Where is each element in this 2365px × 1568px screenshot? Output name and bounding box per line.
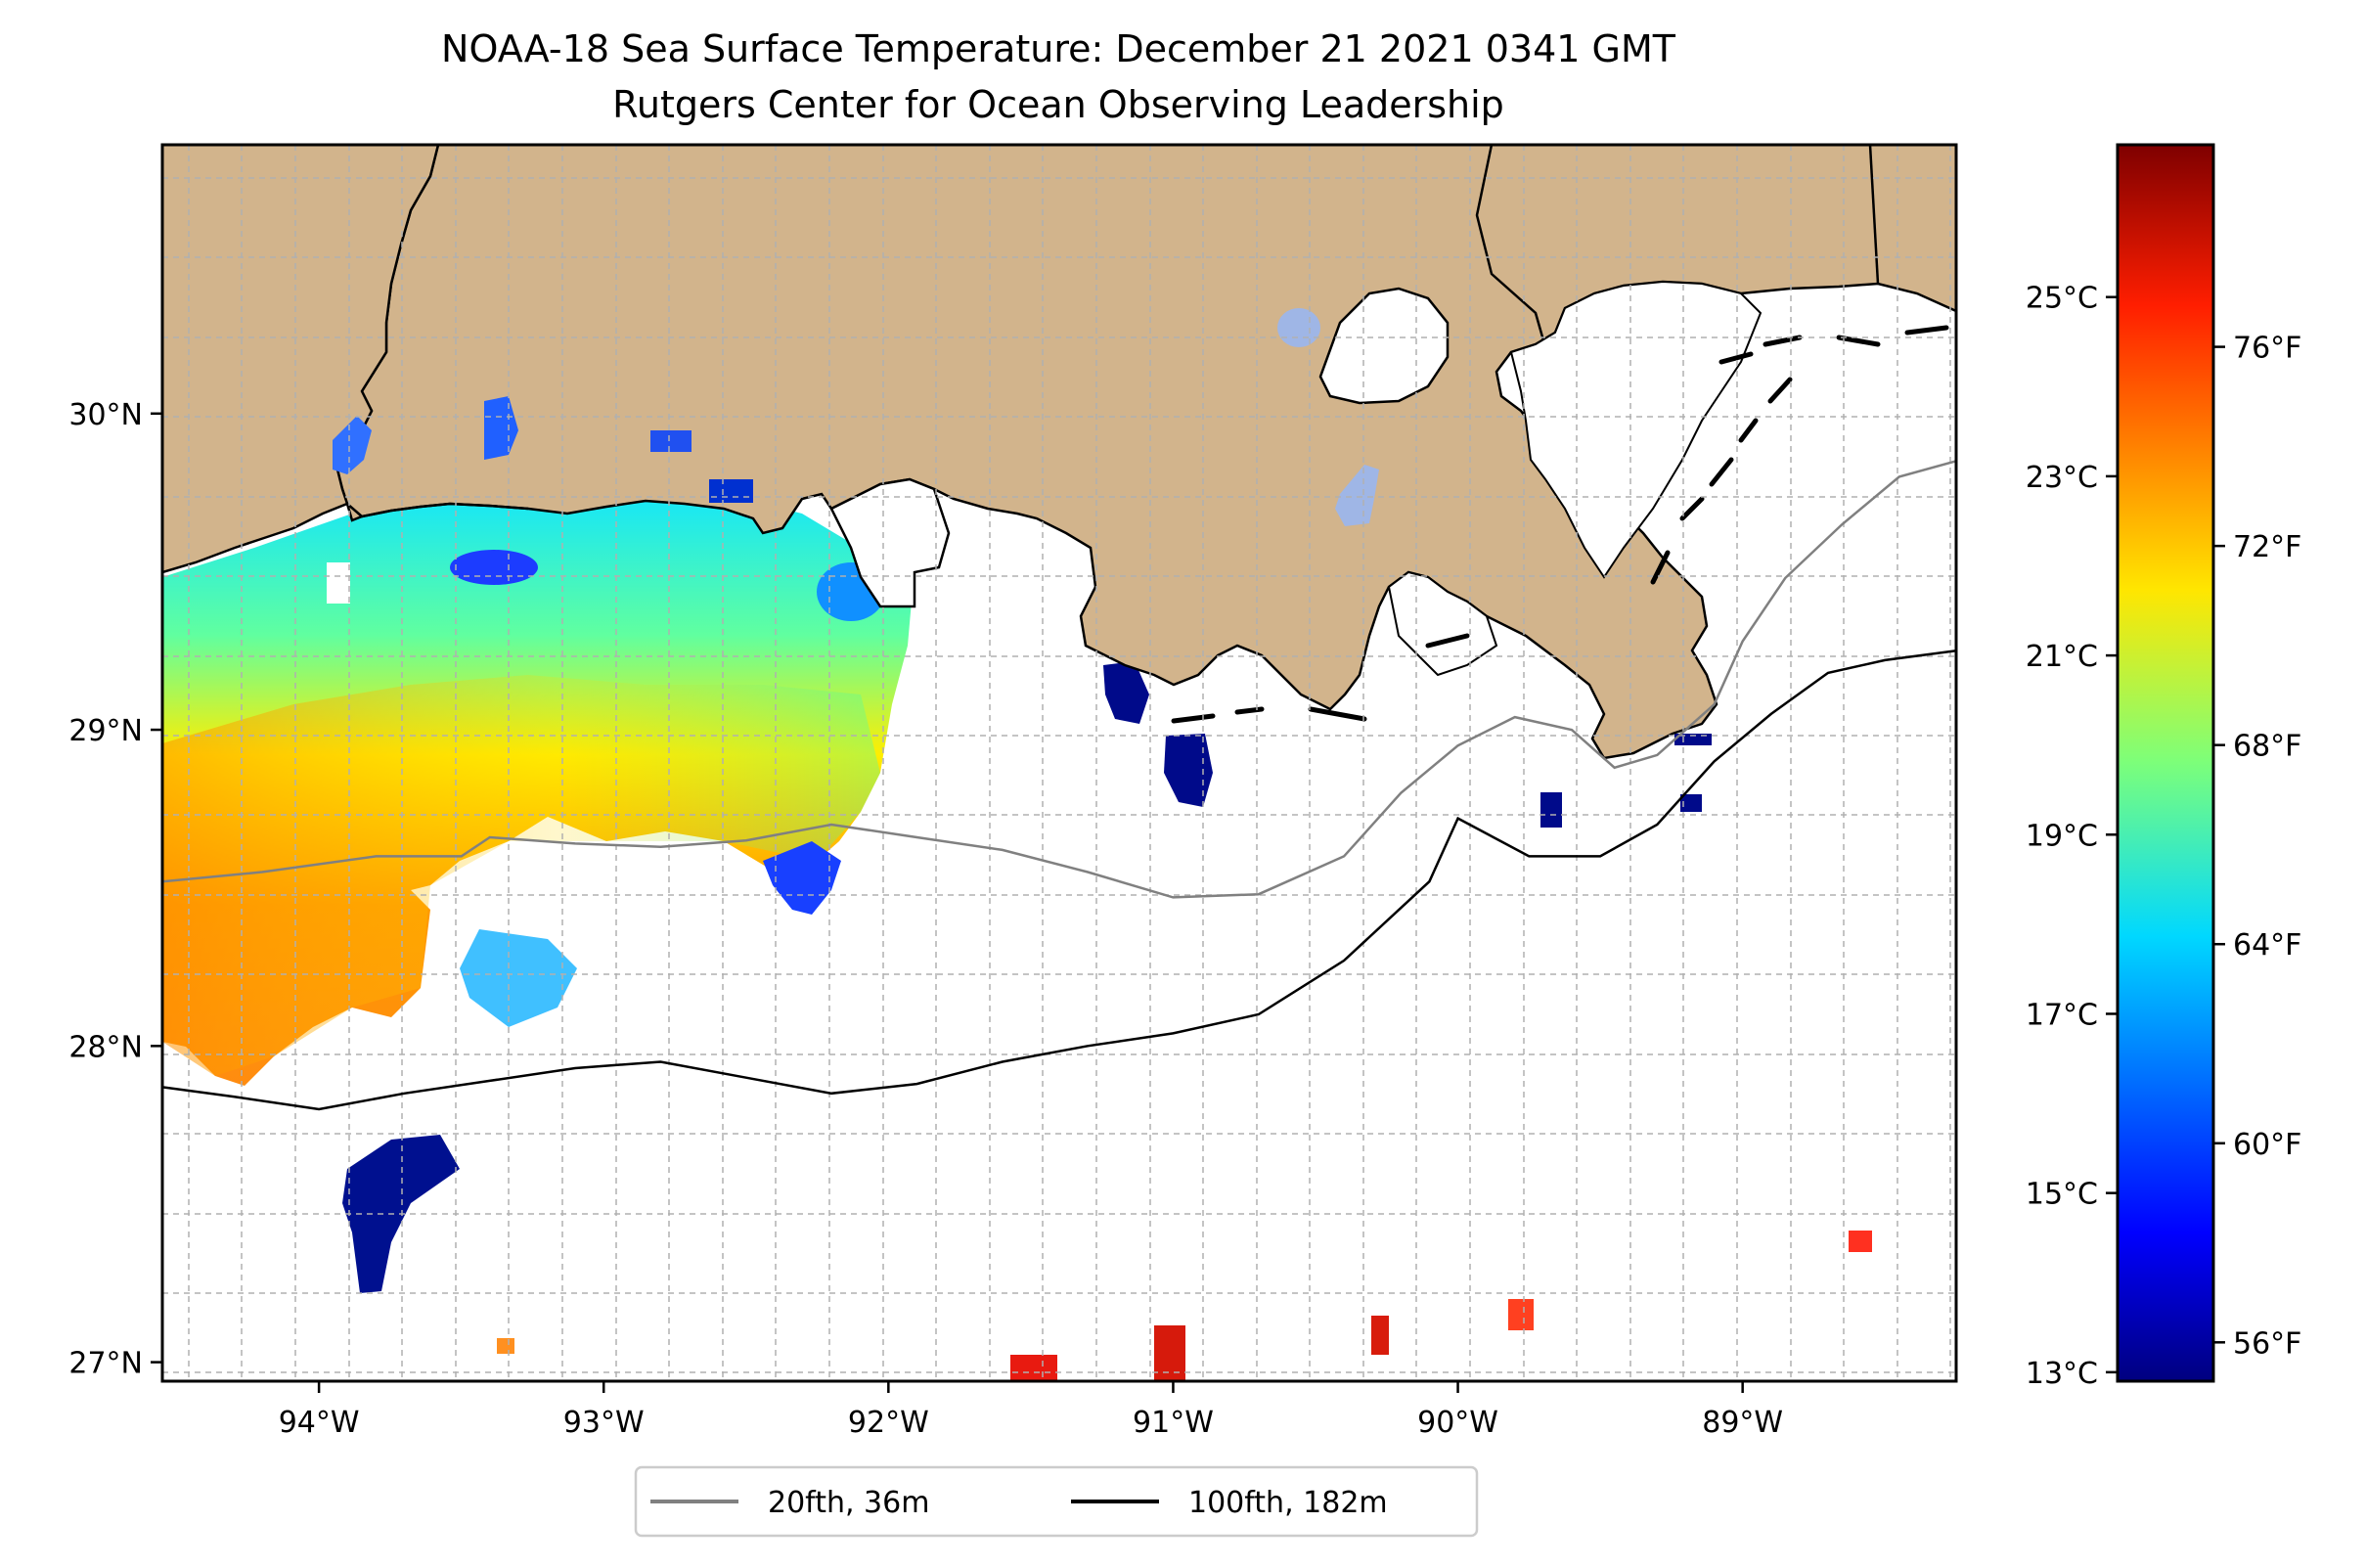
isobath-20fth-line <box>162 460 1956 899</box>
state-border-ms-al <box>1868 145 1880 285</box>
colorbar-celsius-tick-label: 15°C <box>2026 1178 2098 1212</box>
sst-cold-spot-north <box>450 550 538 585</box>
isobath-100fth-line <box>162 649 1956 1111</box>
lon-tick-label: 91°W <box>1133 1406 1214 1440</box>
sst-speck-east-1 <box>1540 792 1562 828</box>
figure-title-line-1: NOAA-18 Sea Surface Temperature: Decembe… <box>441 27 1676 70</box>
sst-speck-south-2 <box>1154 1325 1185 1381</box>
colorbar-celsius-ticks: 13°C 15°C 17°C 19°C 21°C 23°C 25°C <box>2026 282 2118 1391</box>
lake-speck-2 <box>709 479 753 503</box>
latitude-ticks: 27°N 28°N 29°N 30°N <box>68 398 162 1381</box>
legend: 20fth, 36m 100fth, 182m <box>634 1465 1479 1538</box>
sst-patch-atchafalaya-offshore <box>763 841 841 915</box>
colorbar-fahrenheit-tick-label: 72°F <box>2233 530 2301 564</box>
lat-tick-label: 28°N <box>68 1030 143 1064</box>
lake-grand <box>1335 465 1379 526</box>
figure-title-line-2: Rutgers Center for Ocean Observing Leade… <box>612 83 1504 126</box>
lat-tick-label: 27°N <box>68 1347 143 1381</box>
sst-speck-south-1 <box>1010 1355 1057 1381</box>
colorbar-celsius-tick-label: 19°C <box>2026 819 2098 853</box>
legend-label-100fth: 100fth, 182m <box>1188 1486 1388 1520</box>
state-border-la-ms <box>1475 145 1547 348</box>
sst-speck-east-deep <box>1849 1231 1872 1252</box>
lon-tick-label: 92°W <box>848 1406 929 1440</box>
legend-box <box>634 1465 1479 1538</box>
legend-label-20fth: 20fth, 36m <box>768 1486 929 1520</box>
sst-patch-terrebonne-offshore <box>1164 734 1213 807</box>
colorbar-fahrenheit-tick-label: 60°F <box>2233 1128 2301 1162</box>
atchafalaya-bay <box>829 477 951 608</box>
colorbar-fahrenheit-tick-label: 64°F <box>2233 928 2301 963</box>
lon-tick-label: 89°W <box>1702 1406 1783 1440</box>
lat-lon-gridlines <box>162 145 1956 1381</box>
map-panel <box>162 145 1956 1381</box>
breton-sound <box>1509 280 1763 579</box>
lake-speck-1 <box>650 430 692 452</box>
lon-tick-label: 94°W <box>279 1406 360 1440</box>
lon-tick-label: 90°W <box>1417 1406 1498 1440</box>
colorbar-celsius-tick-label: 23°C <box>2026 461 2098 495</box>
sst-patch-western-shelf-warm-tint <box>162 675 880 1076</box>
colorbar-celsius-tick-label: 17°C <box>2026 998 2098 1032</box>
land-texas-strip <box>162 145 438 572</box>
colorbar-fahrenheit-tick-label: 68°F <box>2233 730 2301 764</box>
lake-maurepas-data <box>1277 308 1320 347</box>
lat-tick-label: 30°N <box>68 398 143 432</box>
colorbar-fahrenheit-tick-label: 56°F <box>2233 1326 2301 1361</box>
sst-data-layer <box>162 484 1872 1381</box>
colorbar: 13°C 15°C 17°C 19°C 21°C 23°C 25°C 56°F 60°F 64°… <box>2026 143 2301 1391</box>
lon-tick-label: 93°W <box>563 1406 645 1440</box>
sst-gap-west <box>327 562 350 604</box>
colorbar-celsius-tick-label: 25°C <box>2026 282 2098 316</box>
map-frame <box>160 143 1958 1383</box>
lake-sabine <box>484 396 518 460</box>
sst-patch-terrebonne-inshore <box>1103 661 1149 724</box>
sst-speck-south-4 <box>1508 1299 1534 1330</box>
lake-calcasieu <box>333 416 372 474</box>
longitude-ticks: 94°W 93°W 92°W 91°W 90°W 89°W <box>279 1381 1783 1440</box>
colorbar-fahrenheit-ticks: 56°F 60°F 64°F 68°F 72°F 76°F <box>2213 332 2301 1361</box>
lat-tick-label: 29°N <box>68 714 143 748</box>
sst-speck-south-3 <box>1371 1316 1389 1355</box>
colorbar-fahrenheit-tick-label: 76°F <box>2233 332 2301 366</box>
colorbar-gradient <box>2116 143 2215 1383</box>
barrier-island-dashes <box>1171 325 1949 724</box>
sst-patch-south-shelf <box>460 929 577 1027</box>
sst-speck-south-5 <box>497 1338 514 1354</box>
colorbar-celsius-tick-label: 13°C <box>2026 1357 2098 1391</box>
colorbar-celsius-tick-label: 21°C <box>2026 640 2098 674</box>
sst-speck-east-3 <box>1680 794 1702 812</box>
